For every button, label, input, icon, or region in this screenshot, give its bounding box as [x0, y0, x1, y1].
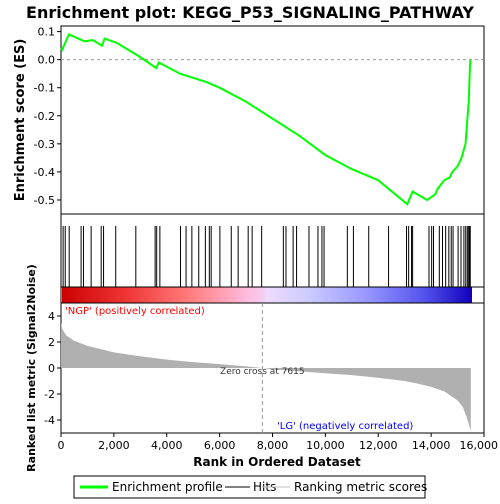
es-y-tick-label: 0.1 [38, 26, 56, 39]
legend-entry-profile: Enrichment profile [112, 480, 223, 494]
x-axis-label: Rank in Ordered Dataset [193, 455, 361, 469]
es-y-axis-label: Enrichment score (ES) [13, 39, 28, 202]
metric-y-ticks: 4 2 0 -2 -4 [44, 310, 61, 427]
x-tick-label: 8,000 [257, 439, 289, 452]
x-tick-label: 0 [58, 439, 65, 452]
zero-cross-label: Zero cross at 7615 [220, 367, 305, 377]
metric-panel: Zero cross at 7615 'NGP' (positively cor… [25, 264, 485, 472]
es-y-tick-label: -0.5 [34, 194, 55, 207]
enrichment-profile-line [60, 33, 472, 206]
x-tick-label: 16,000 [460, 439, 499, 452]
hits-panel [60, 213, 485, 288]
es-y-tick-label: -0.1 [34, 82, 55, 95]
es-y-tick-label: -0.2 [34, 110, 55, 123]
metric-y-tick-label: 2 [48, 336, 55, 349]
metric-y-tick-label: 4 [48, 310, 55, 323]
chart-title: Enrichment plot: KEGG_P53_SIGNALING_PATH… [26, 3, 474, 22]
es-panel-frame [60, 25, 485, 215]
ranking-metric-area [61, 322, 471, 431]
x-tick-label: 4,000 [151, 439, 183, 452]
x-tick-label: 10,000 [306, 439, 345, 452]
es-y-ticks: 0.1 0.0 -0.1 -0.2 -0.3 -0.4 -0.5 [34, 26, 61, 207]
x-tick-label: 12,000 [359, 439, 398, 452]
metric-y-tick-label: -4 [44, 414, 55, 427]
metric-y-tick-label: 0 [48, 362, 55, 375]
es-panel: 0.1 0.0 -0.1 -0.2 -0.3 -0.4 -0.5 Enrichment sc… [13, 25, 485, 215]
es-y-tick-label: 0.0 [38, 54, 56, 67]
legend: Enrichment profile Hits Ranking metric s… [73, 475, 427, 499]
x-axis-ticks: 0 2,000 4,000 6,000 8,000 10,000 12,000 14,000 1… [58, 433, 499, 452]
es-y-tick-label: -0.3 [34, 138, 55, 151]
hits-panel-frame [60, 213, 485, 288]
legend-entry-metric: Ranking metric scores [294, 480, 427, 494]
x-tick-label: 2,000 [98, 439, 130, 452]
negative-correlation-label: 'LG' (negatively correlated) [277, 421, 413, 432]
rank-color-bar [62, 287, 472, 303]
x-tick-label: 14,000 [412, 439, 451, 452]
hit-marks [62, 226, 471, 287]
es-y-tick-label: -0.4 [34, 166, 55, 179]
x-tick-label: 6,000 [204, 439, 236, 452]
metric-y-tick-label: -2 [44, 388, 55, 401]
metric-y-axis-label: Ranked list metric (Signal2Noise) [25, 264, 38, 472]
positive-correlation-label: 'NGP' (positively correlated) [65, 306, 205, 317]
